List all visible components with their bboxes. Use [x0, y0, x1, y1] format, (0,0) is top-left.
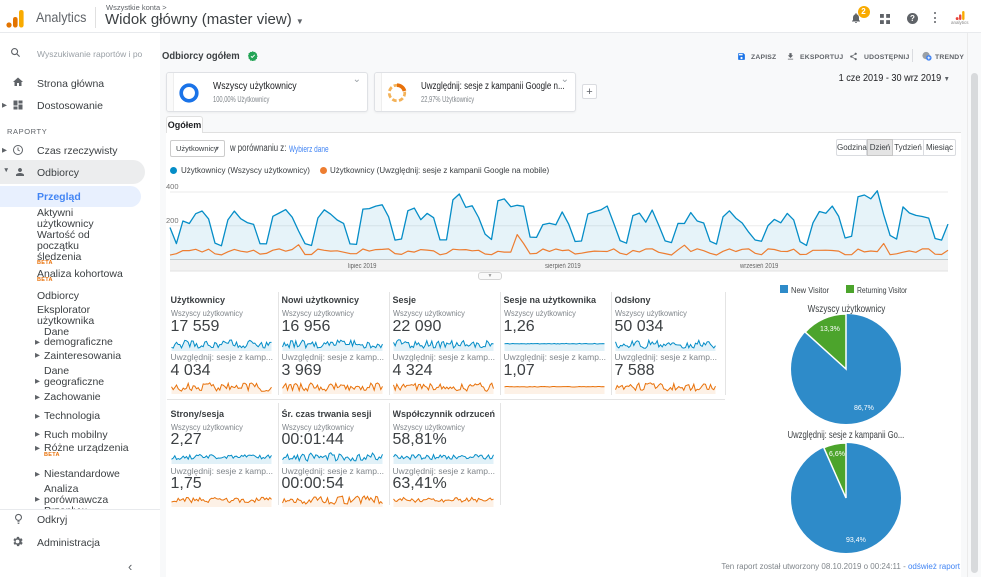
svg-text:86,7%: 86,7% [854, 405, 874, 412]
svg-text:93,4%: 93,4% [846, 537, 866, 544]
svg-text:13,3%: 13,3% [820, 326, 840, 333]
svg-text:6,6%: 6,6% [829, 451, 845, 458]
